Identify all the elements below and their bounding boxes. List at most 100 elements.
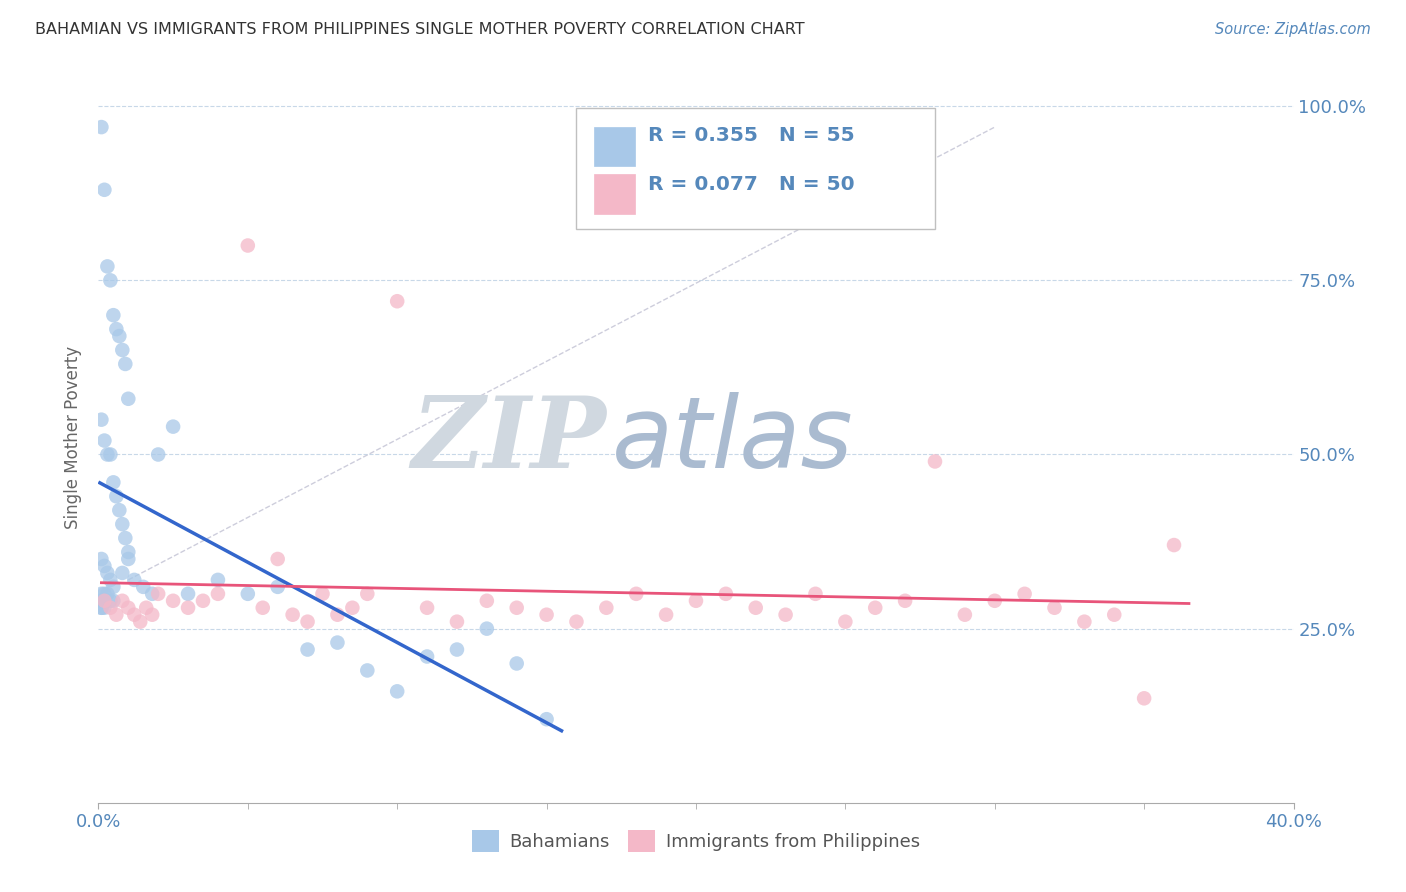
Point (655, 607, 678, 622)
Point (93, 600, 115, 615)
FancyBboxPatch shape (595, 175, 636, 214)
Point (132, 580, 155, 594)
Point (105, 489, 128, 503)
Point (135, 600, 157, 615)
Point (90, 594, 112, 608)
Point (804, 587, 827, 601)
Point (111, 517, 134, 532)
Point (267, 580, 290, 594)
Point (236, 587, 259, 601)
Point (93, 183, 115, 197)
Point (90, 600, 112, 615)
Point (96, 566, 118, 580)
Point (714, 587, 737, 601)
Point (385, 294, 409, 309)
Point (141, 607, 163, 622)
Point (924, 454, 946, 468)
Point (267, 552, 290, 566)
Point (96, 587, 118, 601)
Point (252, 600, 274, 615)
Point (105, 322, 128, 336)
Point (103, 308, 125, 322)
Point (103, 580, 125, 594)
Point (98, 273, 122, 287)
Point (93, 594, 115, 608)
Point (98, 448, 122, 462)
Point (114, 357, 136, 371)
Text: BAHAMIAN VS IMMIGRANTS FROM PHILIPPINES SINGLE MOTHER POVERTY CORRELATION CHART: BAHAMIAN VS IMMIGRANTS FROM PHILIPPINES … (35, 22, 804, 37)
Point (93, 558, 115, 573)
Point (98, 573, 122, 587)
Point (685, 594, 707, 608)
Point (626, 587, 648, 601)
Point (894, 594, 917, 608)
Point (93, 587, 115, 601)
Point (129, 615, 152, 629)
Point (162, 419, 184, 434)
Text: ZIP: ZIP (412, 392, 606, 489)
Point (834, 615, 856, 629)
Point (108, 503, 131, 517)
Point (162, 594, 184, 608)
Point (311, 587, 333, 601)
Point (953, 607, 976, 622)
Point (90, 600, 112, 615)
Point (1073, 615, 1095, 629)
Point (98, 594, 122, 608)
Point (565, 615, 588, 629)
Point (506, 600, 529, 615)
Point (446, 615, 468, 629)
Point (1043, 600, 1066, 615)
Point (416, 649, 439, 664)
Point (475, 622, 498, 636)
Point (177, 587, 200, 601)
Point (90, 587, 112, 601)
Text: R = 0.077   N = 50: R = 0.077 N = 50 (648, 175, 855, 194)
Point (111, 566, 134, 580)
Legend: Bahamians, Immigrants from Philippines: Bahamians, Immigrants from Philippines (464, 823, 928, 860)
Point (984, 594, 1007, 608)
Point (356, 587, 378, 601)
Point (536, 607, 558, 622)
Point (475, 594, 498, 608)
Point (96, 260, 118, 274)
Point (96, 448, 118, 462)
Point (326, 635, 349, 649)
Point (141, 587, 163, 601)
Point (297, 642, 319, 657)
Point (114, 531, 136, 545)
Point (90, 412, 112, 426)
Point (1104, 607, 1126, 622)
Text: Source: ZipAtlas.com: Source: ZipAtlas.com (1215, 22, 1371, 37)
Point (103, 594, 125, 608)
Point (117, 545, 139, 559)
Point (236, 238, 259, 252)
Point (865, 600, 887, 615)
Point (111, 343, 134, 357)
Point (356, 664, 378, 678)
Point (90, 120, 112, 134)
Point (93, 434, 115, 448)
Point (207, 587, 229, 601)
Point (98, 600, 122, 615)
Point (1163, 538, 1185, 552)
Point (148, 448, 170, 462)
Point (108, 329, 131, 343)
Point (117, 552, 139, 566)
Point (745, 600, 768, 615)
Point (281, 607, 304, 622)
Point (191, 594, 214, 608)
Point (117, 600, 139, 615)
Point (177, 600, 200, 615)
FancyBboxPatch shape (576, 108, 935, 228)
Text: atlas: atlas (613, 392, 853, 489)
Y-axis label: Single Mother Poverty: Single Mother Poverty (65, 345, 83, 529)
Point (105, 607, 128, 622)
Point (536, 712, 558, 726)
Point (124, 573, 146, 587)
Point (90, 552, 112, 566)
Point (111, 594, 134, 608)
Point (148, 587, 170, 601)
Point (93, 594, 115, 608)
Point (124, 607, 146, 622)
